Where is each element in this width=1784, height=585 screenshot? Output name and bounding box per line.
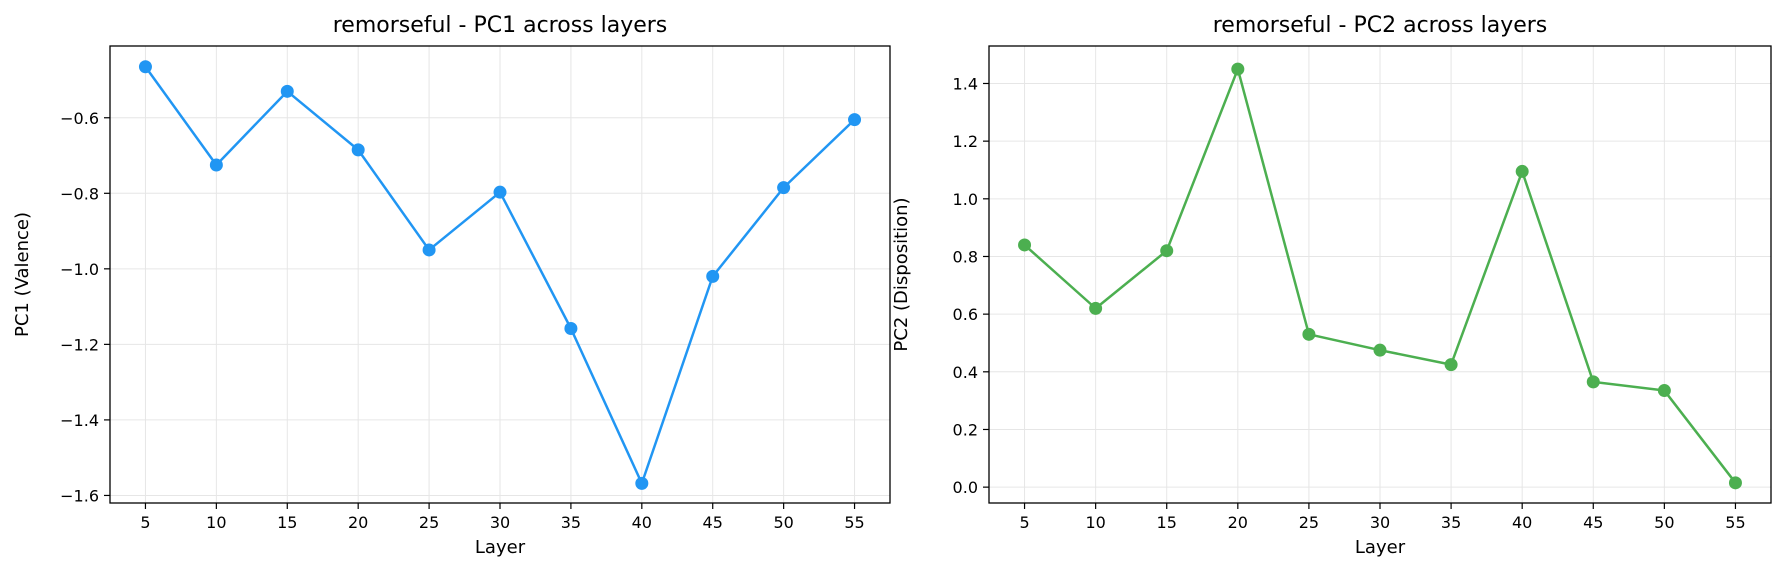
chart-panel-pc1: 5 10 15 20 25 30 35 40 45 50 55 −1.6 −1.4 −1.2 −1.0 −0.… [12, 13, 891, 558]
y-tick-label: 0.6 [953, 305, 978, 324]
x-tick-label: 15 [1157, 513, 1177, 532]
y-tick-label: −0.6 [60, 109, 99, 128]
y-tick-label: −1.6 [60, 486, 99, 505]
data-point [1373, 343, 1387, 357]
x-tick-label: 20 [348, 513, 368, 532]
x-tick-label: 55 [844, 513, 864, 532]
y-tick-label: −1.0 [60, 260, 99, 279]
data-point [493, 185, 507, 199]
x-tick-label: 50 [1654, 513, 1674, 532]
x-tick-label: 35 [1441, 513, 1461, 532]
data-point [848, 113, 862, 127]
data-point [706, 269, 720, 283]
data-point [422, 243, 436, 257]
data-point [351, 143, 365, 157]
y-axis-label: PC2 (Disposition) [891, 197, 912, 351]
data-point [1586, 375, 1600, 389]
x-axis-label: Layer [1355, 537, 1406, 558]
x-tick-label: 50 [773, 513, 793, 532]
y-tick-label: 1.4 [953, 74, 978, 93]
data-point [1657, 384, 1671, 398]
y-tick-label: 0.0 [953, 478, 978, 497]
x-tick-label: 35 [561, 513, 581, 532]
data-point [1160, 244, 1174, 258]
data-point [1515, 164, 1529, 178]
x-tick-label: 30 [490, 513, 510, 532]
x-tick-label: 40 [1512, 513, 1532, 532]
chart-title: remorseful - PC2 across layers [1213, 13, 1548, 38]
y-tick-label: −0.8 [60, 184, 99, 203]
x-tick-label: 30 [1370, 513, 1390, 532]
x-tick-label: 10 [206, 513, 226, 532]
y-axis-label: PC1 (Valence) [12, 212, 33, 337]
y-tick-label: −1.2 [60, 335, 99, 354]
data-point [138, 60, 152, 74]
data-point [1018, 238, 1032, 252]
data-point [209, 158, 223, 172]
grid-lines [110, 46, 890, 503]
y-tick-label: 1.0 [953, 190, 978, 209]
y-tick-label: 0.4 [953, 363, 978, 382]
data-point [280, 84, 294, 98]
x-tick-label: 55 [1725, 513, 1745, 532]
x-tick-label: 10 [1085, 513, 1105, 532]
data-point [1089, 301, 1103, 315]
x-axis-label: Layer [475, 537, 526, 558]
data-point [1444, 358, 1458, 372]
grid-lines [989, 46, 1771, 503]
x-tick-label: 15 [277, 513, 297, 532]
x-tick-label: 45 [1583, 513, 1603, 532]
chart-panel-pc2: 5 10 15 20 25 30 35 40 45 50 55 0.0 0.2 0.4 0.6 0.8 1.0 1… [891, 13, 1772, 558]
x-tick-label: 45 [703, 513, 723, 532]
data-point [1231, 62, 1245, 76]
y-tick-label: 0.8 [953, 247, 978, 266]
y-tick-label: −1.4 [60, 411, 99, 430]
x-tick-label: 25 [1299, 513, 1319, 532]
data-point [777, 181, 791, 195]
chart-title: remorseful - PC1 across layers [333, 13, 668, 38]
data-point [635, 476, 649, 490]
x-tick-label: 25 [419, 513, 439, 532]
y-tick-label: 0.2 [953, 420, 978, 439]
x-tick-label: 40 [632, 513, 652, 532]
x-tick-label: 5 [140, 513, 150, 532]
data-point [564, 322, 578, 336]
y-tick-label: 1.2 [953, 132, 978, 151]
data-point [1302, 327, 1316, 341]
x-tick-label: 5 [1019, 513, 1029, 532]
data-point [1728, 476, 1742, 490]
x-tick-label: 20 [1228, 513, 1248, 532]
